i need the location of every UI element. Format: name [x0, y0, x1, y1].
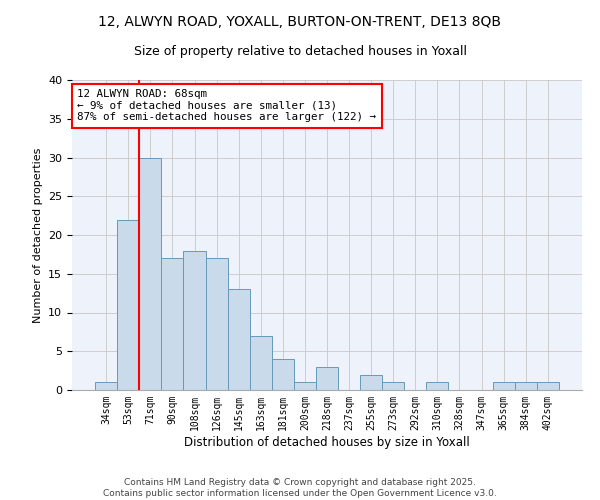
Bar [206, 258, 227, 390]
Bar [184, 250, 206, 390]
Bar [294, 382, 316, 390]
X-axis label: Distribution of detached houses by size in Yoxall: Distribution of detached houses by size … [184, 436, 470, 448]
Bar [272, 359, 294, 390]
Bar [493, 382, 515, 390]
Text: 12 ALWYN ROAD: 68sqm
← 9% of detached houses are smaller (13)
87% of semi-detach: 12 ALWYN ROAD: 68sqm ← 9% of detached ho… [77, 90, 376, 122]
Bar [117, 220, 139, 390]
Text: Size of property relative to detached houses in Yoxall: Size of property relative to detached ho… [133, 45, 467, 58]
Text: 12, ALWYN ROAD, YOXALL, BURTON-ON-TRENT, DE13 8QB: 12, ALWYN ROAD, YOXALL, BURTON-ON-TRENT,… [98, 15, 502, 29]
Bar [250, 336, 272, 390]
Bar [382, 382, 404, 390]
Bar [95, 382, 117, 390]
Bar [316, 367, 338, 390]
Bar [360, 374, 382, 390]
Y-axis label: Number of detached properties: Number of detached properties [32, 148, 43, 322]
Bar [139, 158, 161, 390]
Bar [427, 382, 448, 390]
Text: Contains HM Land Registry data © Crown copyright and database right 2025.
Contai: Contains HM Land Registry data © Crown c… [103, 478, 497, 498]
Bar [227, 289, 250, 390]
Bar [515, 382, 537, 390]
Bar [161, 258, 184, 390]
Bar [537, 382, 559, 390]
